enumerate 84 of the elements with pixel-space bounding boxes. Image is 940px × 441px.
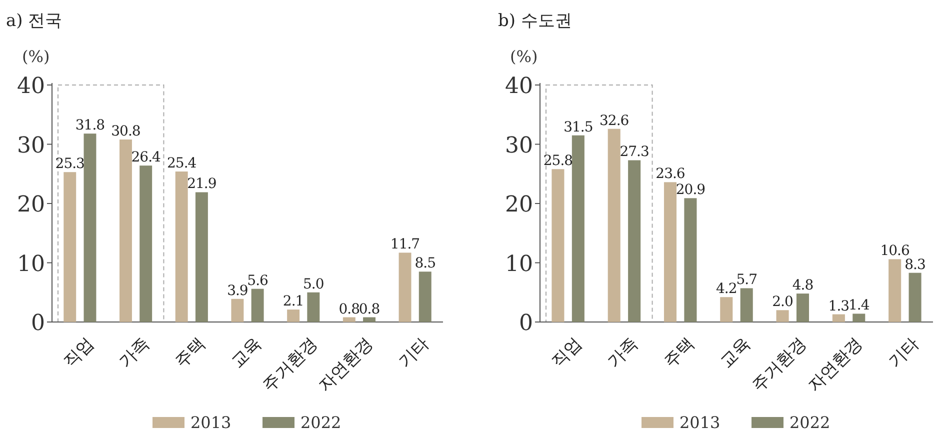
y-tick-label: 20 [17,192,45,218]
data-label: 23.6 [656,166,686,182]
y-tick-label: 0 [519,311,533,336]
bar [398,252,412,322]
x-tick-label: 가족 [604,334,642,372]
legend-label: 2022 [790,413,830,432]
y-tick-label: 0 [31,311,45,336]
data-label: 8.5 [414,256,436,272]
data-label: 8.3 [904,256,926,273]
y-tick-label: 10 [17,252,45,277]
x-tick-label: 기타 [884,334,923,372]
data-label: 21.9 [187,176,216,192]
data-label: 5.0 [303,276,324,292]
bar [64,172,76,322]
bar [120,140,132,322]
data-label: 5.7 [736,272,757,288]
bar [908,272,922,322]
bar [684,198,697,322]
bar [888,259,902,322]
data-label: 0.8 [338,301,360,318]
legend-label: 2013 [680,413,720,432]
bar [608,128,620,322]
data-label: 27.3 [620,144,649,160]
chart-title: b) 수도권 [498,11,572,31]
data-label: 2.0 [772,294,793,310]
y-tick-label: 20 [505,192,533,218]
data-label: 2.1 [282,294,304,310]
y-tick-label: 30 [505,133,533,158]
bar [664,182,677,322]
y-tick-label: 40 [505,74,533,99]
y-tick-label: 10 [505,252,533,277]
data-label: 31.5 [564,119,593,136]
data-label: 1.4 [848,298,870,314]
bar [195,192,208,322]
bar [84,134,96,322]
x-tick-label: 직업 [60,334,98,372]
data-label: 32.6 [600,112,630,129]
data-label: 5.6 [247,272,269,289]
bar [342,317,356,322]
x-tick-label: 주택 [171,334,210,372]
y-axis-title: (%) [510,47,538,66]
legend-label: 2022 [300,413,342,432]
data-label: 31.8 [75,118,105,134]
data-label: 0.8 [358,301,380,318]
bar [628,160,641,322]
bar [796,294,810,322]
bar [231,298,244,322]
bar [287,310,300,322]
bar [307,292,320,322]
bar [552,169,564,322]
legend-label: 2013 [190,413,232,432]
bar [832,314,845,322]
bar [776,310,789,322]
y-tick-label: 40 [17,74,45,99]
bar [572,135,584,322]
data-label: 3.9 [227,282,248,299]
data-label: 4.8 [792,278,814,294]
x-tick-label: 교육 [716,334,755,372]
x-tick-label: 가족 [116,334,154,372]
data-label: 1.3 [828,298,850,314]
y-axis-title: (%) [22,47,50,66]
bar [852,314,866,322]
data-label: 26.4 [131,150,162,166]
bar [175,172,188,322]
x-tick-label: 직업 [548,334,586,372]
y-tick-label: 30 [17,133,45,158]
data-label: 11.7 [390,236,420,253]
data-label: 25.3 [55,156,84,172]
bar [140,166,152,322]
data-label: 20.9 [676,182,706,198]
data-label: 30.8 [111,124,140,140]
x-tick-label: 교육 [227,334,266,372]
data-label: 4.2 [716,281,737,298]
data-label: 10.6 [880,243,910,260]
bar [251,288,264,322]
data-label: 25.4 [167,156,197,172]
bar [363,317,376,322]
bar [740,288,753,322]
data-label: 25.8 [543,153,573,170]
bar [418,272,432,322]
x-tick-label: 기타 [394,334,434,372]
bar [720,297,733,322]
x-tick-label: 주택 [660,334,698,372]
chart-title: a) 전국 [6,11,62,31]
